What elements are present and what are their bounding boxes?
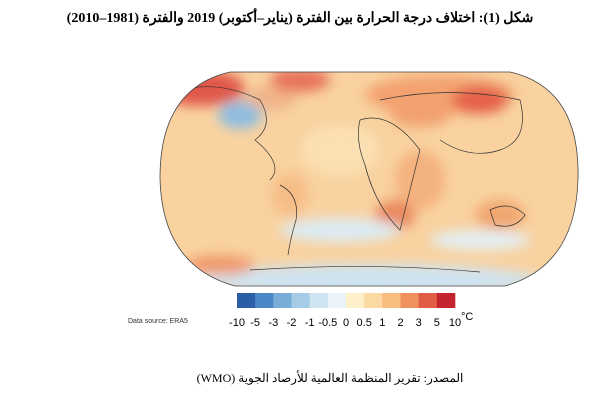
colorbar-tick-label: 5 — [434, 317, 440, 329]
caption: المصدر: تقرير المنظمة العالمية للأرصاد ا… — [197, 370, 464, 385]
colorbar-tick-label: 3 — [416, 317, 422, 329]
colorbar: -10 -5 -3 -2 -1 -0.5 0 0.5 1 2 3 5 10 °C — [229, 293, 473, 329]
colorbar-swatch — [418, 293, 438, 308]
colorbar-unit: °C — [461, 311, 473, 323]
colorbar-swatch — [436, 293, 456, 308]
colorbar-swatch — [255, 293, 274, 308]
colorbar-tick-label: 1 — [379, 317, 385, 329]
colorbar-swatch — [237, 293, 256, 308]
data-source: Data source: ERA5 — [128, 318, 188, 325]
colorbar-tick-label: 0.5 — [357, 317, 372, 329]
colorbar-swatch — [382, 293, 401, 308]
title: شكل (1): اختلاف درجة الحرارة بين الفترة … — [67, 7, 534, 26]
colorbar-swatch — [273, 293, 292, 308]
colorbar-tick-label: -0.5 — [318, 317, 337, 329]
colorbar-tick-label: -5 — [250, 317, 260, 329]
colorbar-swatch — [400, 293, 419, 308]
colorbar-tick-label: 2 — [397, 317, 403, 329]
colorbar-swatch — [364, 293, 383, 308]
colorbar-swatch — [291, 293, 310, 308]
colorbar-tick-label: 0 — [343, 317, 349, 329]
colorbar-tick-label: -10 — [229, 317, 245, 329]
map-border — [159, 71, 579, 287]
colorbar-tick-label: -3 — [268, 317, 278, 329]
map — [160, 72, 579, 286]
colorbar-tick-label: -2 — [287, 317, 297, 329]
colorbar-swatch — [346, 293, 365, 308]
colorbar-swatch — [309, 293, 329, 308]
colorbar-swatch — [327, 293, 347, 308]
colorbar-tick-label: -1 — [305, 317, 315, 329]
colorbar-tick-label: 10 — [449, 317, 461, 329]
